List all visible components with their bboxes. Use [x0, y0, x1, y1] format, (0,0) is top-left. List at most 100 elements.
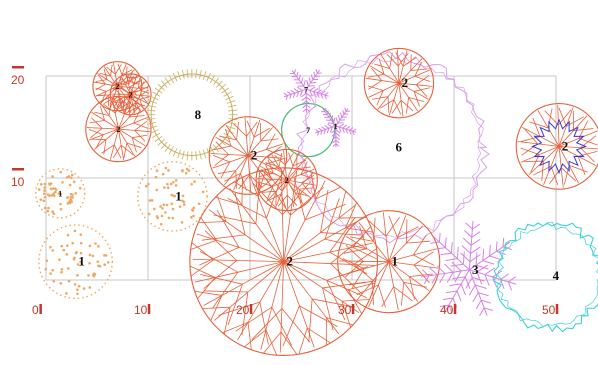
foliage-dot	[174, 184, 178, 187]
canopy-branch	[89, 105, 119, 130]
foliage-dot	[88, 261, 91, 265]
foliage-dot	[71, 196, 74, 199]
foliage-dot	[73, 283, 77, 286]
grass-blade	[199, 150, 202, 160]
foliage-dot	[91, 254, 95, 258]
canopy-branch	[198, 192, 284, 262]
grass-blade	[228, 118, 238, 120]
canopy-branch	[381, 261, 413, 311]
grass-blade	[223, 91, 232, 97]
foliage-dot	[162, 203, 166, 206]
y-tick-mark	[12, 168, 24, 171]
foliage-dot	[42, 199, 46, 203]
grass-blade	[164, 144, 171, 152]
grass-blade	[168, 146, 174, 155]
canopy-branch	[218, 261, 285, 350]
canopy-branch	[374, 52, 400, 84]
canopy-branch	[227, 169, 285, 262]
foliage-dot	[59, 193, 63, 196]
foliage-dot	[163, 186, 166, 189]
foliage-dot	[68, 183, 72, 187]
foliage-dot	[42, 192, 46, 195]
foliage-dot	[52, 212, 56, 216]
foliage-dot	[65, 253, 69, 256]
canopy-outline	[38, 224, 114, 300]
canopy-branch	[118, 128, 148, 153]
grass-blade	[149, 129, 159, 134]
foliage-dot	[144, 184, 148, 188]
canopy-branch	[282, 261, 338, 355]
foliage-dot	[69, 195, 73, 199]
grass-blade	[186, 69, 189, 79]
foliage-dot	[58, 258, 61, 261]
foliage-dot	[155, 215, 159, 218]
foliage-dot	[43, 182, 47, 186]
foliage-dot	[76, 263, 80, 266]
foliage-dot	[173, 194, 177, 198]
foliage-dot	[66, 244, 69, 247]
foliage-dot	[59, 282, 63, 285]
foliage-dot	[147, 182, 150, 186]
canopy-branch	[259, 159, 287, 181]
canopy-branch	[102, 97, 124, 130]
foliage-dot	[178, 205, 182, 208]
canopy-branch	[349, 261, 390, 305]
foliage-dot	[43, 195, 47, 199]
canopy-branch	[88, 128, 119, 149]
frond-stroke	[289, 69, 307, 90]
canopy-branch	[194, 261, 284, 326]
foliage-dot	[164, 166, 168, 170]
grass-blade	[152, 91, 161, 97]
x-tick-mark	[147, 304, 151, 314]
grass-blade	[154, 87, 163, 94]
canopy-branch	[283, 216, 378, 275]
foliage-dot	[79, 233, 83, 236]
foliage-dot	[154, 175, 158, 179]
x-tick-label: 40	[440, 303, 454, 317]
plant-type-label: 2	[286, 254, 293, 269]
grass-blade	[152, 132, 161, 138]
foliage-dot	[181, 194, 185, 198]
plants	[35, 47, 598, 357]
foliage-dot	[82, 287, 86, 290]
foliage-dot	[93, 273, 97, 276]
foliage-dot	[66, 233, 70, 237]
canopy-branch	[190, 209, 284, 266]
foliage-dot	[166, 186, 170, 190]
foliage-dot	[181, 199, 184, 203]
canopy-outline	[337, 210, 441, 314]
canopy-branch	[283, 261, 370, 331]
canopy-branch	[246, 119, 270, 156]
canopy-branch	[116, 76, 132, 95]
x-tick-label: 20	[236, 303, 250, 317]
grass-blade	[216, 80, 223, 88]
canopy-branch	[218, 121, 249, 156]
canopy-branch	[233, 118, 258, 156]
foliage-dot	[171, 207, 175, 211]
canopy-branch	[129, 75, 143, 95]
grass-blade	[199, 69, 202, 79]
plant-type-label: 2	[115, 82, 119, 91]
foliage-dot	[49, 272, 52, 275]
x-tick-mark	[453, 304, 457, 314]
plant-type-label: 1	[58, 189, 62, 198]
grass-blade	[148, 100, 158, 104]
canopy-branch	[520, 146, 560, 173]
grass-blade	[218, 83, 227, 91]
canopy-branch	[251, 261, 310, 355]
foliage-dot	[155, 169, 159, 173]
canopy-branch	[380, 83, 402, 116]
foliage-dot	[185, 167, 189, 171]
canopy-branch	[398, 61, 431, 84]
foliage-dot	[48, 182, 51, 186]
plant-type-label: 2	[251, 148, 258, 163]
canopy-branch	[395, 50, 417, 84]
foliage-dot	[51, 268, 54, 272]
foliage-dot	[164, 211, 167, 214]
foliage-dot	[76, 288, 79, 291]
foliage-dot	[171, 216, 175, 220]
plant-p-2c	[85, 95, 152, 163]
foliage-dot	[51, 210, 54, 214]
foliage-dot	[190, 216, 193, 219]
